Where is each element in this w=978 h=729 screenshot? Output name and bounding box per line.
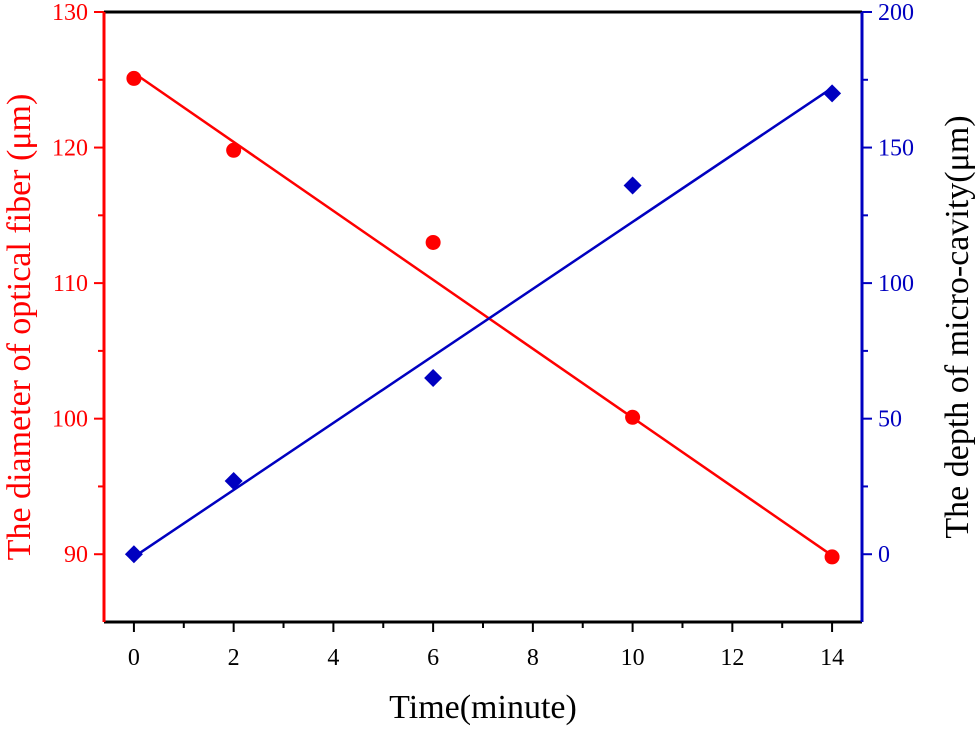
x-tick-label: 14 xyxy=(820,645,844,671)
right-series-point xyxy=(823,84,842,103)
right-y-tick-label: 100 xyxy=(878,271,914,297)
left-series-point xyxy=(126,70,142,86)
right-series-point xyxy=(124,545,143,564)
right-y-tick-label: 0 xyxy=(878,542,890,568)
right-y-axis-title: The depth of micro-cavity(μm) xyxy=(939,115,976,538)
x-tick-label: 4 xyxy=(327,645,339,671)
x-tick-label: 2 xyxy=(228,645,240,671)
left-series-point xyxy=(425,234,441,250)
left-series-point xyxy=(824,549,840,565)
left-series-point xyxy=(625,409,641,425)
left-y-axis-title: The diameter of optical fiber (μm) xyxy=(1,94,38,561)
left-y-tick-label: 110 xyxy=(53,271,88,297)
right-series-point xyxy=(224,472,243,491)
x-tick-label: 12 xyxy=(720,645,744,671)
x-tick-label: 6 xyxy=(427,645,439,671)
x-tick-label: 0 xyxy=(128,645,140,671)
left-y-tick-label: 120 xyxy=(52,136,88,162)
x-axis-title: Time(minute) xyxy=(389,689,577,726)
left-y-tick-label: 100 xyxy=(52,407,88,433)
plot-area xyxy=(124,70,842,565)
left-y-tick-label: 130 xyxy=(52,0,88,26)
left-y-tick-label: 90 xyxy=(64,542,88,568)
axes: 0 2 4 6 8 10 12 14 90 100 110 120 130 0 50 100 150 200 xyxy=(52,0,914,671)
right-y-tick-label: 150 xyxy=(878,136,914,162)
right-y-tick-label: 200 xyxy=(878,0,914,26)
right-y-tick-label: 50 xyxy=(878,407,902,433)
right-series-point xyxy=(623,176,642,195)
left-series-fit-line xyxy=(133,71,833,557)
right-series-point xyxy=(424,369,443,387)
x-tick-label: 10 xyxy=(621,645,645,671)
left-series-point xyxy=(226,142,242,158)
right-series-fit-line xyxy=(133,86,833,558)
x-tick-label: 8 xyxy=(527,645,539,671)
